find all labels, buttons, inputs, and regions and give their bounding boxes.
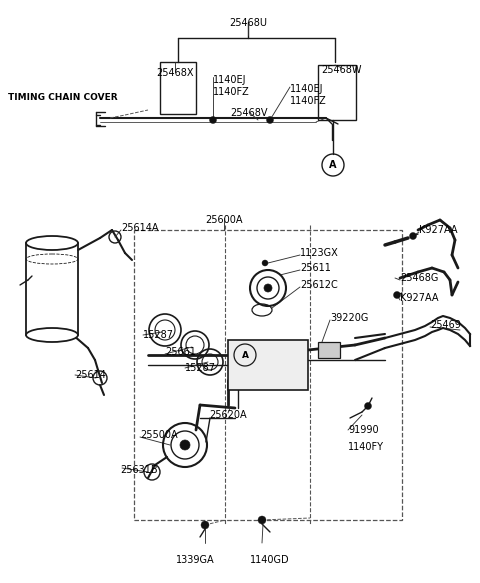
Text: 1339GA: 1339GA bbox=[176, 555, 214, 565]
Circle shape bbox=[258, 516, 266, 524]
Circle shape bbox=[266, 117, 274, 124]
Text: 25468G: 25468G bbox=[400, 273, 438, 283]
Text: 91990: 91990 bbox=[348, 425, 379, 435]
Text: 25468X: 25468X bbox=[156, 68, 194, 78]
Text: 25661: 25661 bbox=[165, 347, 196, 357]
Text: 25614A: 25614A bbox=[121, 223, 158, 233]
Text: A: A bbox=[241, 350, 249, 360]
Text: 25468U: 25468U bbox=[229, 18, 267, 28]
Text: 15287: 15287 bbox=[143, 330, 174, 340]
Text: 25612C: 25612C bbox=[300, 280, 338, 290]
Text: 25611: 25611 bbox=[300, 263, 331, 273]
Text: 25600A: 25600A bbox=[205, 215, 243, 225]
Text: 1140EJ
1140FZ: 1140EJ 1140FZ bbox=[213, 75, 250, 97]
Bar bbox=[228, 340, 308, 390]
Ellipse shape bbox=[26, 328, 78, 342]
Text: K927AA: K927AA bbox=[419, 225, 457, 235]
Text: 25500A: 25500A bbox=[140, 430, 178, 440]
Text: 39220G: 39220G bbox=[330, 313, 368, 323]
Circle shape bbox=[264, 284, 272, 292]
Text: K927AA: K927AA bbox=[400, 293, 439, 303]
Text: 15287: 15287 bbox=[185, 363, 216, 373]
Text: 1140FY: 1140FY bbox=[348, 442, 384, 452]
Circle shape bbox=[209, 117, 216, 124]
Bar bbox=[160, 62, 196, 114]
Circle shape bbox=[201, 521, 209, 529]
Text: 25614: 25614 bbox=[75, 370, 106, 380]
Text: A: A bbox=[329, 160, 337, 170]
Text: 25469: 25469 bbox=[430, 320, 461, 330]
Circle shape bbox=[180, 440, 190, 450]
Text: 25468W: 25468W bbox=[322, 65, 362, 75]
Text: 25620A: 25620A bbox=[209, 410, 247, 420]
Text: 25468V: 25468V bbox=[230, 108, 268, 118]
Circle shape bbox=[364, 402, 372, 409]
Bar bbox=[318, 342, 340, 358]
Circle shape bbox=[394, 292, 400, 298]
Circle shape bbox=[262, 260, 268, 266]
Text: TIMING CHAIN COVER: TIMING CHAIN COVER bbox=[8, 93, 118, 101]
Text: 1140EJ
1140FZ: 1140EJ 1140FZ bbox=[290, 84, 327, 106]
Bar bbox=[134, 230, 402, 520]
Text: 1123GX: 1123GX bbox=[300, 248, 339, 258]
Bar bbox=[318, 65, 356, 120]
Text: 1140GD: 1140GD bbox=[250, 555, 290, 565]
Circle shape bbox=[409, 233, 417, 240]
Text: 25631B: 25631B bbox=[120, 465, 157, 475]
